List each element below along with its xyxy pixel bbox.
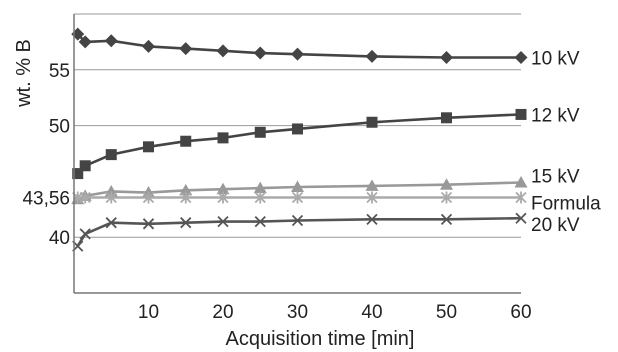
x-tick-label: 30 [287,302,308,323]
series-10-kv [71,27,528,65]
data-point-x [142,218,155,230]
data-point-diamond [253,46,267,60]
data-point-square [292,123,303,135]
data-point-x [440,213,453,225]
data-point-x [105,217,117,229]
data-point-diamond [440,51,453,65]
data-point-square [366,116,378,128]
data-point-diamond [291,47,304,61]
data-point-square [105,149,117,161]
data-point-square [254,126,266,138]
series-label: 15 kV [531,167,580,188]
data-point-asterisk [440,191,453,204]
series-label: Formula [531,193,601,214]
data-point-diamond [514,51,528,65]
y-tick-label: 55 [49,61,70,82]
data-point-diamond [78,35,92,49]
data-point-asterisk [515,191,527,204]
data-point-triangle [514,176,528,188]
data-point-square [441,112,452,124]
data-point-asterisk [366,191,378,204]
data-point-triangle [291,180,304,192]
data-point-asterisk [142,191,155,204]
y-tick-label: 40 [49,228,70,249]
data-point-asterisk [79,191,91,204]
data-point-diamond [216,44,230,58]
x-axis-title: Acquisition time [min] [226,328,415,350]
x-tick-label: 10 [138,302,159,323]
data-point-x [217,215,229,228]
data-point-square [180,135,192,147]
series-formula [72,191,527,204]
data-point-diamond [104,34,118,48]
y-axis-title: wt. % B [13,39,35,108]
series-label: 12 kV [531,105,580,126]
data-point-x [366,213,378,225]
series-label: 20 kV [531,215,580,236]
series-label: 10 kV [531,49,580,70]
y-tick-label: 50 [49,117,70,138]
x-tick-label: 60 [510,302,531,323]
axes: 40 43,56 50 55 10 20 30 40 50 60 [22,14,532,323]
data-point-square [143,141,154,153]
x-tick-label: 20 [212,302,233,323]
series-group [71,27,528,252]
data-point-square [79,160,91,172]
x-tick-label: 40 [361,302,382,323]
data-point-square [72,168,84,180]
data-point-x [79,228,91,240]
data-point-x [180,217,192,229]
data-point-asterisk [105,191,117,204]
data-point-x [254,215,266,228]
data-point-triangle [365,179,379,191]
data-point-triangle [253,181,267,194]
data-point-triangle [179,183,193,196]
data-point-asterisk [180,191,192,204]
data-point-diamond [142,39,155,53]
data-point-diamond [179,42,193,56]
data-point-square [217,132,229,144]
y-tick-label: 43,56 [22,188,70,209]
data-point-diamond [365,49,379,63]
series-12-kv [72,108,527,180]
data-point-asterisk [217,191,229,204]
data-point-square [515,108,527,120]
data-point-triangle [216,182,230,195]
series-20-kv [72,212,527,252]
data-point-asterisk [254,191,266,204]
x-tick-label: 50 [436,302,457,323]
data-point-asterisk [291,191,304,204]
data-point-triangle [440,178,453,190]
data-point-x [515,212,527,224]
data-point-x [291,214,304,227]
